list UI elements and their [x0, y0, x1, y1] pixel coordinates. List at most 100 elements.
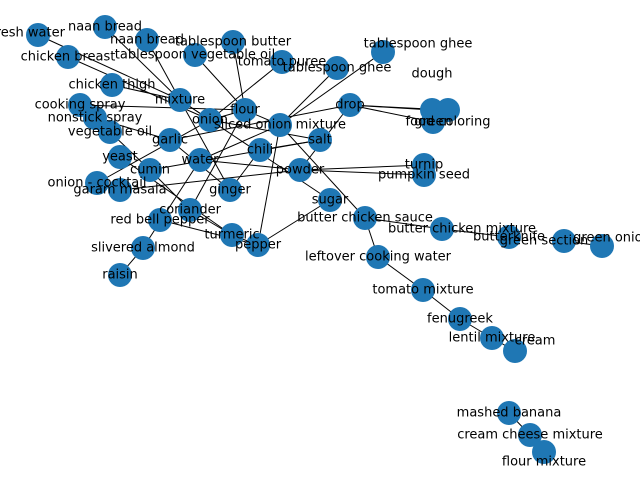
graph-node-label: turmeric: [204, 228, 259, 243]
graph-edge: [179, 99, 231, 191]
graph-edge: [37, 34, 181, 101]
graph-edge: [96, 119, 211, 184]
graph-node-tablespoon-vegetable-oil: [183, 43, 207, 67]
graph-node-label: butter chicken mixture: [388, 222, 536, 237]
graph-node-label: cooking spray: [35, 98, 126, 113]
graph-edge: [364, 217, 443, 230]
graph-node-butter-chicken-sauce: [353, 206, 377, 230]
graph-node-label: coriander: [159, 203, 222, 218]
graph-node-label: flour mixture: [502, 455, 586, 470]
graph-node-chicken-breast: [56, 45, 80, 69]
graph-node-label: cumin: [130, 163, 170, 178]
graph-edge: [279, 124, 366, 219]
graph-edge: [119, 169, 301, 191]
graph-node-hub-4: [268, 113, 292, 137]
graph-node-label: garam masala: [73, 183, 166, 198]
graph-node-label: vegetable oil: [68, 125, 152, 140]
graph-node-hub-13: [178, 198, 202, 222]
graph-node-hub-2: [198, 108, 222, 132]
graph-node-raisin: [108, 263, 132, 287]
graph-node-slivered-almond: [131, 236, 155, 260]
graph-edge: [349, 104, 434, 123]
graph-node-label: red bell pepper: [110, 213, 210, 228]
graph-node-chicken-thigh: [100, 73, 124, 97]
graph-node-label: water: [181, 153, 219, 168]
graph-node-red-bell-pepper: [148, 208, 172, 232]
graph-node-lentil-mixture: [480, 326, 504, 350]
graph-node-butterknife: [497, 225, 521, 249]
graph-node-garam-masala: [108, 178, 132, 202]
graph-node-hub-1: [168, 88, 192, 112]
graph-node-vegetable-oil: [98, 120, 122, 144]
graph-node-hub-3: [233, 98, 257, 122]
graph-node-label: mixture: [155, 93, 205, 108]
graph-node-tomato-mixture: [411, 278, 435, 302]
graph-node-label: green onion: [573, 231, 640, 246]
graph-node-fresh-water: [26, 23, 50, 47]
graph-node-label: cream: [515, 334, 556, 349]
graph-node-label: tablespoon butter: [175, 35, 292, 50]
graph-node-hub-9: [218, 178, 242, 202]
graph-node-hub-10: [248, 138, 272, 162]
graph-edge: [189, 109, 246, 211]
graph-node-hub-5: [188, 148, 212, 172]
graph-edge: [194, 54, 246, 111]
graph-node-hub-15: [246, 233, 270, 257]
graph-node-onion-cocktail: [85, 171, 109, 195]
graph-node-label: tomato mixture: [372, 283, 473, 298]
graph-node-label: flour: [230, 103, 260, 118]
graph-node-label: food coloring: [406, 115, 491, 130]
graph-node-label: pepper: [235, 238, 282, 253]
graph-edge: [169, 104, 351, 141]
graph-node-label: mashed banana: [457, 406, 562, 421]
graph-node-hub-8: [158, 128, 182, 152]
graph-edge: [257, 124, 281, 246]
graph-node-butter-chicken-mixture: [430, 217, 454, 241]
graph-node-tablespoon-ghee-2: [371, 40, 395, 64]
graph-edge: [257, 199, 331, 246]
graph-node-nonstick-spray: [83, 106, 107, 130]
graph-node-label: chicken thigh: [68, 78, 155, 93]
graph-node-label: butterknife: [473, 230, 545, 245]
graph-node-label: raisin: [102, 268, 138, 283]
graph-node-label: fresh water: [0, 26, 66, 41]
graph-node-label: green: [414, 115, 452, 130]
graph-node-label: cream cheese mixture: [457, 428, 603, 443]
graph-node-naan-bread-1: [93, 15, 117, 39]
graph-node-label: naan bread: [110, 33, 184, 48]
nodes-layer: [26, 15, 614, 464]
graph-node-naan-bread-2: [135, 28, 159, 52]
graph-node-label: dough: [412, 67, 453, 82]
graph-node-label: turnip: [405, 158, 444, 173]
graph-node-label: fenugreek: [427, 312, 493, 327]
graph-node-hub-6: [288, 158, 312, 182]
graph-node-label: yeast: [102, 150, 138, 165]
graph-node-green: [421, 110, 445, 134]
graph-node-label: pumpkin seed: [378, 168, 470, 183]
graph-node-label: garlic: [152, 133, 188, 148]
graph-node-label: naan bread: [68, 20, 142, 35]
graph-node-label: butter chicken sauce: [297, 211, 433, 226]
graph-node-cream-cheese-mixture: [518, 423, 542, 447]
graph-node-green-section: [552, 229, 576, 253]
graph-node-label: powder: [276, 163, 325, 178]
graph-node-hub-14: [220, 223, 244, 247]
graph-edge: [299, 169, 425, 176]
graph-node-tomato-puree: [270, 50, 294, 74]
graph-node-label: lentil mixture: [449, 331, 536, 346]
graph-node-label: nonstick spray: [48, 111, 143, 126]
graph-edge: [209, 61, 283, 121]
graph-node-label: tomato puree: [238, 55, 326, 70]
graph-node-label: tablespoon ghee: [364, 37, 473, 52]
graph-node-hub-16: [318, 188, 342, 212]
graph-edge: [279, 67, 338, 126]
graph-node-green-onion: [590, 234, 614, 258]
graph-node-tablespoon-ghee-1: [325, 56, 349, 80]
graph-edge: [79, 104, 246, 111]
graph-node-mashed-banana: [497, 401, 521, 425]
graph-node-label: green section: [500, 234, 589, 249]
graph-node-hub-12: [138, 158, 162, 182]
graph-node-label: salt: [308, 133, 331, 148]
